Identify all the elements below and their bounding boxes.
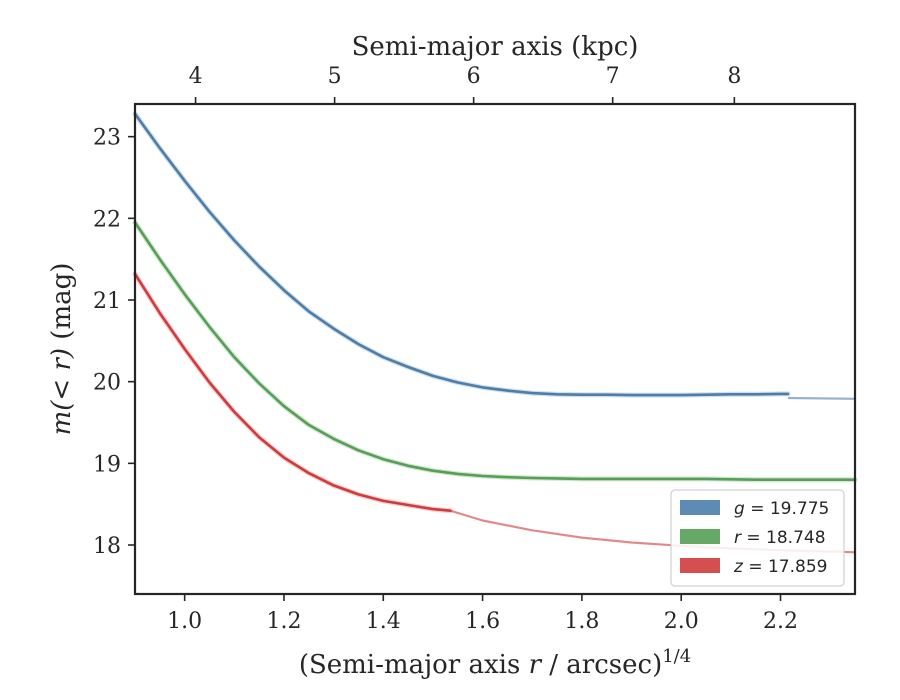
legend-label-g: g = 19.775 [734, 499, 829, 519]
y-tick-label: 21 [93, 289, 121, 314]
y-tick-label: 20 [93, 371, 121, 396]
series-line-r [133, 221, 857, 482]
x-axis-title-var: r [529, 650, 543, 680]
y-axis-title-unit: (mag) [47, 263, 77, 348]
legend-label-r: r = 18.748 [734, 528, 826, 548]
x-tick-label: 1.2 [266, 609, 301, 634]
y-tick-label: 19 [93, 452, 121, 477]
x-tick-label: 1.0 [167, 609, 202, 634]
legend-swatch-z [680, 558, 720, 573]
series-extrapolation-g [787, 396, 856, 400]
top-x-tick-label: 4 [189, 64, 203, 89]
top-x-tick-label: 7 [606, 64, 620, 89]
y-tick-label: 18 [93, 534, 121, 559]
x-axis-title-exponent: 1/4 [662, 646, 691, 667]
x-tick-label: 1.8 [564, 609, 599, 634]
top-x-tick-label: 5 [328, 64, 342, 89]
x-tick-label: 2.2 [763, 609, 798, 634]
x-axis-title-post: / arcsec) [541, 650, 662, 680]
x-axis-title: (Semi-major axis r / arcsec)1/4 [299, 646, 691, 680]
series-layer [132, 111, 858, 554]
x-axis-title-pre: (Semi-major axis [299, 650, 529, 680]
series-line-g [133, 112, 790, 397]
legend-swatch-r [680, 529, 720, 544]
x-tick-label: 1.6 [465, 609, 500, 634]
y-axis-title-math: m(< r) [47, 348, 77, 435]
top-x-tick-label: 6 [467, 64, 481, 89]
top-x-axis-title: Semi-major axis (kpc) [352, 32, 639, 62]
legend-swatch-g [680, 500, 720, 515]
y-tick-label: 23 [93, 126, 121, 151]
x-tick-label: 2.0 [664, 609, 699, 634]
x-tick-label: 1.4 [366, 609, 401, 634]
y-tick-label: 22 [93, 207, 121, 232]
legend: g = 19.775 r = 18.748 z = 17.859 [670, 489, 845, 587]
legend-label-z: z = 17.859 [733, 557, 827, 577]
ticks-layer: 1.0 1.2 1.4 1.6 1.8 2.0 2.2 18 19 20 21 22 23 4 5 6 7 8 [93, 64, 798, 634]
y-axis-title: m(< r) (mag) [47, 263, 77, 436]
top-x-tick-label: 8 [727, 64, 741, 89]
plot-frame [133, 102, 857, 596]
series-line-z [133, 272, 452, 513]
